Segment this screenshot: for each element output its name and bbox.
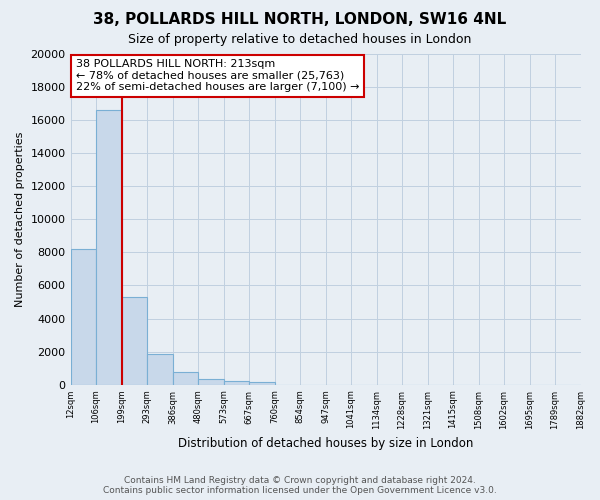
Bar [249, 382, 275, 384]
X-axis label: Distribution of detached houses by size in London: Distribution of detached houses by size … [178, 437, 473, 450]
Bar [224, 381, 249, 384]
Text: 38 POLLARDS HILL NORTH: 213sqm
← 78% of detached houses are smaller (25,763)
22%: 38 POLLARDS HILL NORTH: 213sqm ← 78% of … [76, 59, 359, 92]
Text: 38, POLLARDS HILL NORTH, LONDON, SW16 4NL: 38, POLLARDS HILL NORTH, LONDON, SW16 4N… [94, 12, 506, 28]
Bar [71, 249, 96, 384]
Y-axis label: Number of detached properties: Number of detached properties [15, 132, 25, 307]
Bar [198, 379, 224, 384]
Bar [147, 354, 173, 384]
Bar [122, 297, 147, 384]
Bar [96, 110, 122, 384]
Text: Size of property relative to detached houses in London: Size of property relative to detached ho… [128, 32, 472, 46]
Bar [173, 372, 198, 384]
Text: Contains HM Land Registry data © Crown copyright and database right 2024.
Contai: Contains HM Land Registry data © Crown c… [103, 476, 497, 495]
